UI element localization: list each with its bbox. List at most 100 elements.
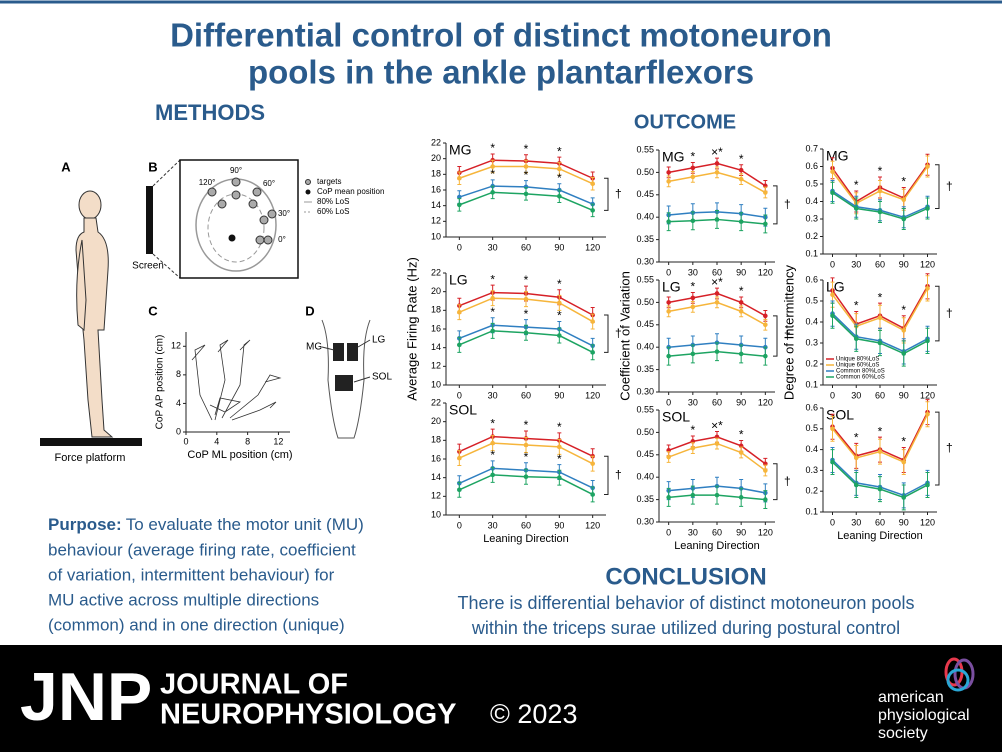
panel-title: MG [449,142,472,158]
journal-name: NEUROPHYSIOLOGY [160,699,457,731]
point [714,300,720,305]
annotation: * [490,272,495,286]
x-tick-label: 120 [920,517,935,527]
significance: † [784,328,791,342]
y-axis-label: Coefficient of Variation [617,271,632,401]
point [590,181,595,187]
legend-symbol [305,179,311,185]
journal-name: JOURNAL OF [160,669,348,701]
point [738,167,744,173]
y-tick-label: 22 [431,137,441,147]
annotation: * [557,277,562,291]
point [877,449,883,454]
point [666,454,671,460]
y-tick-label: 20 [431,416,441,426]
y-tick-label: 0.35 [636,364,654,374]
point [830,292,835,298]
electrode-grids [333,343,358,391]
point [523,164,529,169]
point [901,459,907,465]
y-tick-label: 0.5 [805,178,818,188]
legend-label: CoP mean position [317,187,384,196]
purpose-line: behaviour (average firing rate, coeffici… [48,540,356,559]
x-tick-label: 30 [488,520,498,530]
panel-title: SOL [826,407,854,423]
y-tick-label: 14 [431,472,441,482]
point [901,351,907,356]
annotation: * [524,168,529,182]
point [738,351,744,357]
point [557,333,562,338]
projection-line [152,253,181,279]
x-tick-label: 120 [585,242,600,252]
projection-line [152,159,181,187]
x-tick-label: 60 [875,259,885,269]
panel-label: D [305,303,314,318]
annotation: * [557,309,562,323]
y-tick-label: 16 [431,453,441,463]
point [830,169,835,175]
y-tick-label: 0.3 [805,337,818,347]
angle-label: 60° [263,179,275,188]
annotation: * [490,141,495,155]
y-tick-label: 0.5 [805,295,818,305]
point [590,492,595,497]
y-tick-label: 0.3 [805,213,818,223]
legend-label: Common 80%LoS [836,369,885,375]
y-tick-label: 0.6 [805,161,818,171]
panel-title: MG [662,149,685,165]
y-tick-label: 0.45 [636,189,654,199]
point [763,468,768,473]
x-tick-label: 0 [457,520,462,530]
annotation: * [901,435,906,449]
y-tick-label: 14 [431,342,441,352]
angle-label: 120° [199,178,216,187]
journal-acronym: JNP [20,659,152,735]
section-heading: CONCLUSION [605,563,766,590]
angle-label: 0° [278,235,286,244]
y-tick-label: 0.5 [805,423,818,433]
significance: † [615,186,622,200]
cop-mean [228,234,236,242]
x-tick-label: 60 [712,267,722,277]
y-tick-label: 0.1 [805,248,818,258]
legend-label: 80% LoS [317,197,349,206]
purpose-line: (common) and in one direction (unique) [48,615,345,634]
y-tick-label: 16 [431,323,441,333]
y-tick-label: 0.40 [636,472,654,482]
legend-label: Common 60%LoS [836,375,885,381]
point [666,495,671,500]
annotation: * [690,150,695,164]
y-tick-label: 0.2 [805,231,818,241]
force-platform [40,438,142,446]
society-name: society [878,725,928,742]
point [877,315,883,321]
bracket [773,185,778,225]
annotation: ×* [711,145,723,159]
point [490,472,495,478]
panel-title: LG [449,272,468,288]
point [457,342,462,348]
point [590,319,595,324]
x-tick-label: 0 [666,267,671,277]
muscle-label: SOL [372,372,392,383]
x-tick-label: 60 [712,527,722,537]
y-tick-label: 0.4 [805,316,818,326]
panel-label: A [61,159,71,174]
bracket [604,314,609,353]
x-tick-label: 90 [554,242,564,252]
y-tick-label: 0.55 [636,144,654,154]
x-tick-label: 120 [758,267,773,277]
conclusion-line: There is differential behavior of distin… [458,593,915,613]
point [830,426,835,432]
annotation: * [739,428,744,442]
point [490,440,495,446]
y-axis-label: Degree of Intermittency [781,264,796,400]
point [666,353,671,359]
x-tick-label: 90 [899,390,909,400]
targets [207,177,277,245]
annotation: * [490,305,495,319]
y-tick-label: 0.50 [636,297,654,307]
bracket [935,285,940,342]
panel-title: SOL [449,402,477,418]
